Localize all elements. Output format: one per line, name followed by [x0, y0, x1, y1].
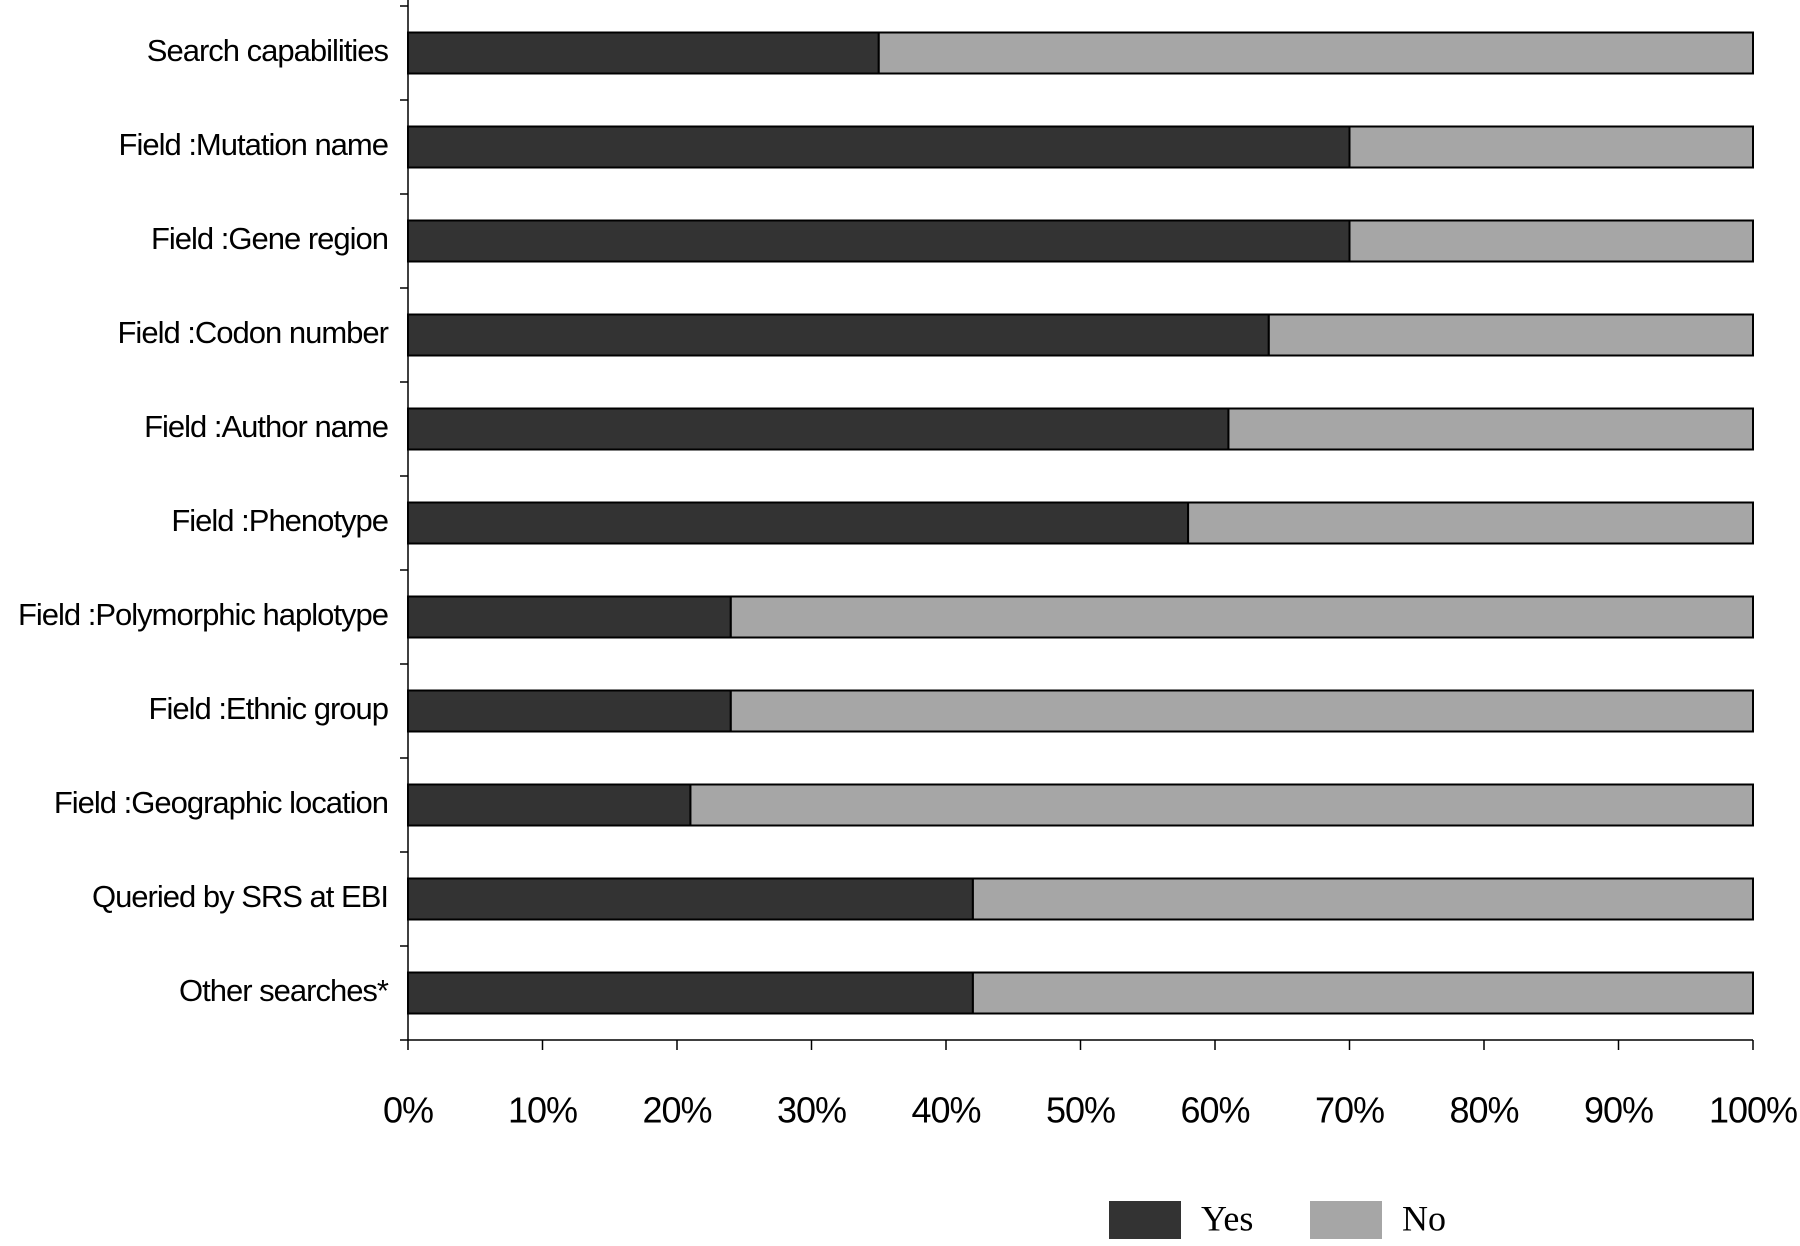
bar-segment: [1267, 313, 1755, 357]
category-label: Other searches*: [179, 973, 389, 1008]
bar-segment: [877, 31, 1754, 75]
category-label: Field :Ethnic group: [149, 691, 388, 726]
x-tick-label: 100%: [1709, 1090, 1797, 1131]
bar-segment: [1348, 125, 1754, 169]
bar-segment: [1227, 407, 1754, 451]
bar-segment: [407, 313, 1270, 357]
x-tick-label: 30%: [777, 1090, 846, 1131]
legend-label: Yes: [1201, 1198, 1253, 1238]
legend-label: No: [1402, 1198, 1446, 1238]
category-label: Field :Author name: [144, 409, 388, 444]
bar-segment: [689, 783, 1755, 827]
x-tick-label: 50%: [1046, 1090, 1115, 1131]
category-label: Queried by SRS at EBI: [92, 879, 388, 914]
bar-segment: [971, 877, 1754, 921]
bar-segment: [407, 689, 732, 733]
category-label: Field :Gene region: [151, 221, 388, 256]
bar-segment: [971, 971, 1754, 1015]
category-label: Field :Geographic location: [54, 785, 388, 820]
x-tick-label: 70%: [1315, 1090, 1384, 1131]
bar-segment: [1348, 219, 1754, 263]
x-tick-label: 10%: [508, 1090, 577, 1131]
bar-segment: [729, 689, 1754, 733]
x-tick-label: 0%: [383, 1090, 433, 1131]
bar-segment: [407, 971, 974, 1015]
category-label: Field :Polymorphic haplotype: [18, 597, 388, 632]
category-label: Field :Phenotype: [171, 503, 388, 538]
bar-segment: [729, 595, 1754, 639]
category-label: Field :Codon number: [118, 315, 389, 350]
bar-segment: [407, 877, 974, 921]
category-label: Field :Mutation name: [119, 127, 388, 162]
legend-swatch: [1310, 1201, 1382, 1239]
x-tick-label: 60%: [1180, 1090, 1249, 1131]
legend-swatch: [1109, 1201, 1181, 1239]
bar-segment: [407, 407, 1230, 451]
bar-segment: [407, 783, 692, 827]
bar-segment: [1187, 501, 1754, 545]
x-tick-label: 80%: [1449, 1090, 1518, 1131]
bar-segment: [407, 219, 1351, 263]
x-tick-label: 20%: [642, 1090, 711, 1131]
category-label: Search capabilities: [147, 33, 389, 68]
bar-segment: [407, 125, 1351, 169]
x-tick-label: 40%: [911, 1090, 980, 1131]
bar-segment: [407, 595, 732, 639]
bar-segment: [407, 31, 880, 75]
bar-segment: [407, 501, 1190, 545]
x-tick-label: 90%: [1584, 1090, 1653, 1131]
